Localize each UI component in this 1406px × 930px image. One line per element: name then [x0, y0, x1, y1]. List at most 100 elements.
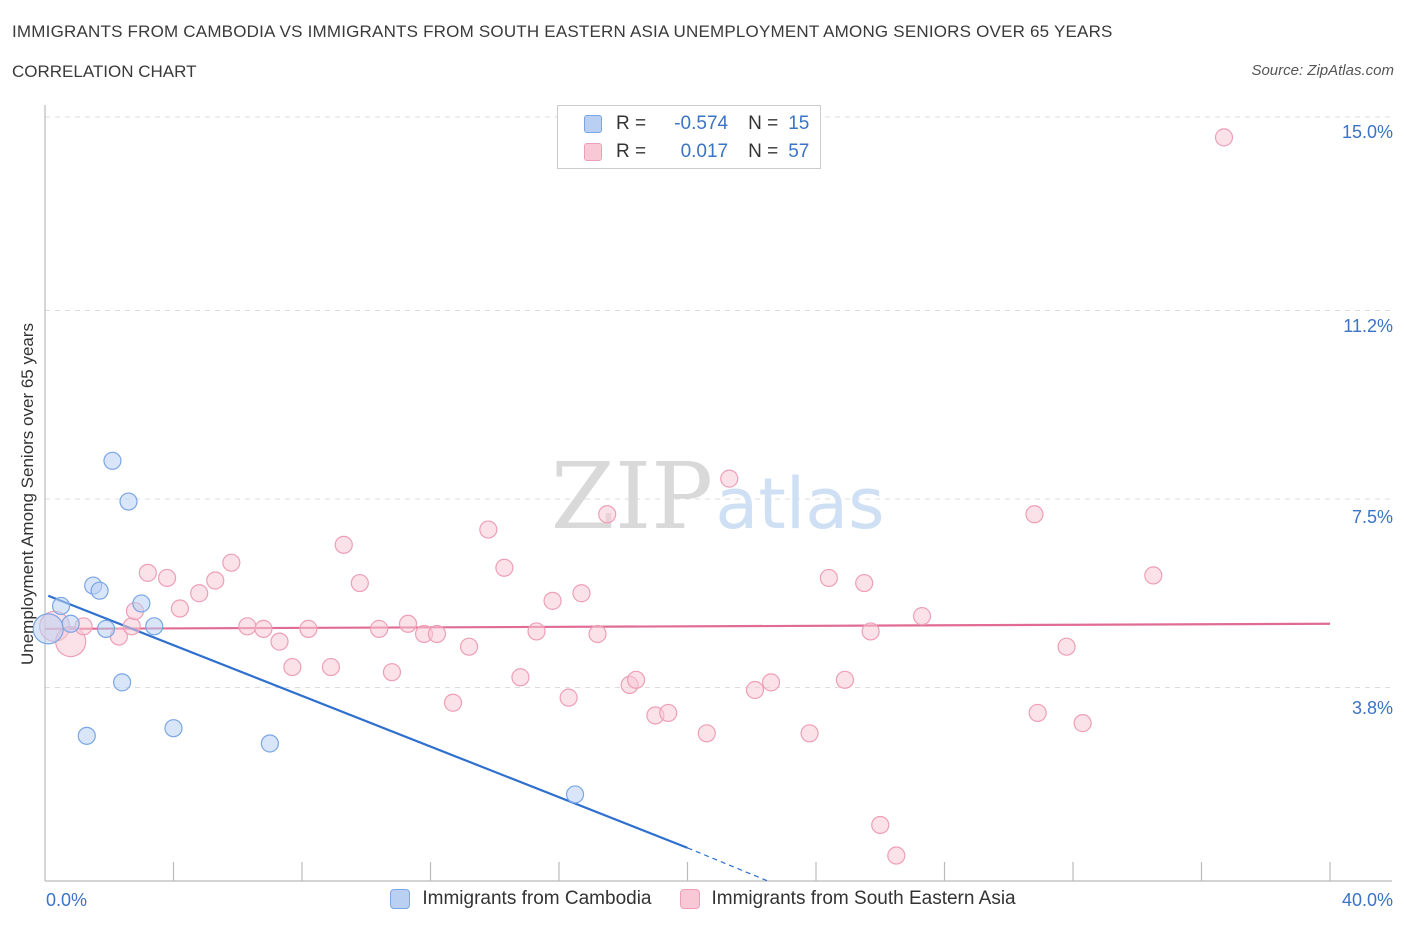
r-label: R = — [616, 113, 647, 134]
data-point-south-eastern-asia — [334, 535, 353, 554]
data-point-south-eastern-asia — [299, 619, 318, 638]
r-value-south-eastern-asia: 0.017 — [680, 141, 729, 162]
legend-swatch-blue — [390, 889, 411, 909]
data-point-south-eastern-asia — [588, 624, 607, 644]
y-tick-label: 15.0% — [1341, 122, 1393, 142]
axes — [44, 105, 1392, 882]
data-point-south-eastern-asia — [887, 846, 906, 865]
legend-row-south-eastern-asia: R = 0.017 N = 57 — [584, 139, 809, 165]
data-point-south-eastern-asia — [761, 673, 781, 692]
n-label: N = — [748, 113, 779, 134]
legend-item-south-eastern-asia[interactable]: Immigrants from South Eastern Asia — [679, 888, 1016, 910]
data-point-south-eastern-asia — [157, 568, 177, 588]
legend-item-cambodia[interactable]: Immigrants from Cambodia — [390, 888, 652, 910]
data-point-south-eastern-asia — [238, 617, 257, 636]
y-tick-label: 3.8% — [1351, 698, 1393, 718]
data-point-south-eastern-asia — [350, 573, 369, 593]
data-point-south-eastern-asia — [1057, 637, 1076, 656]
data-point-south-eastern-asia — [398, 614, 418, 633]
data-point-cambodia — [132, 594, 151, 613]
chart-subtitle: CORRELATION CHART — [12, 62, 197, 81]
data-point-south-eastern-asia — [720, 469, 739, 488]
legend-label-south-eastern-asia: Immigrants from South Eastern Asia — [711, 888, 1016, 909]
trend-line-cambodia — [47, 594, 688, 849]
watermark-zip: ZIP — [551, 443, 713, 550]
data-point-south-eastern-asia — [659, 703, 678, 723]
data-point-cambodia — [77, 726, 96, 745]
r-label: R = — [616, 141, 647, 162]
data-point-south-eastern-asia — [745, 680, 765, 700]
legend-swatch-pink — [584, 143, 602, 161]
data-point-south-eastern-asia — [370, 619, 389, 638]
data-point-south-eastern-asia — [871, 815, 890, 835]
data-point-cambodia — [61, 614, 80, 633]
legend-row-cambodia: R = -0.574 N = 15 — [584, 111, 809, 137]
data-point-south-eastern-asia — [835, 670, 855, 689]
correlation-legend: R = -0.574 N = 15 R = 0.017 N = 57 — [557, 105, 821, 169]
data-point-south-eastern-asia — [1025, 505, 1044, 524]
data-point-south-eastern-asia — [443, 693, 463, 712]
data-point-south-eastern-asia — [527, 622, 546, 641]
data-point-south-eastern-asia — [254, 619, 273, 638]
n-label: N = — [748, 141, 779, 162]
data-point-south-eastern-asia — [543, 591, 562, 610]
data-point-south-eastern-asia — [495, 558, 514, 577]
data-point-south-eastern-asia — [283, 657, 302, 677]
data-point-south-eastern-asia — [912, 607, 932, 626]
data-point-south-eastern-asia — [1028, 703, 1047, 723]
series-cambodia-points — [32, 451, 585, 804]
data-point-south-eastern-asia — [1144, 566, 1163, 585]
data-point-south-eastern-asia — [206, 571, 225, 590]
n-value-cambodia: 15 — [788, 113, 810, 134]
data-point-cambodia — [119, 492, 138, 511]
data-point-south-eastern-asia — [626, 670, 646, 689]
r-value-cambodia: -0.574 — [674, 113, 729, 134]
legend-swatch-blue — [584, 115, 602, 133]
data-point-south-eastern-asia — [270, 632, 289, 651]
series-legend: Immigrants from Cambodia Immigrants from… — [0, 888, 1406, 910]
data-point-south-eastern-asia — [138, 563, 157, 582]
data-point-south-eastern-asia — [1214, 128, 1234, 147]
data-point-south-eastern-asia — [819, 568, 838, 588]
y-axis-label: Unemployment Among Seniors over 65 years — [18, 322, 37, 666]
gridlines — [45, 116, 1392, 688]
data-point-south-eastern-asia — [170, 599, 190, 618]
data-point-south-eastern-asia — [511, 668, 530, 687]
data-point-cambodia — [112, 673, 132, 692]
y-tick-label: 7.5% — [1351, 507, 1393, 527]
chart-title: IMMIGRANTS FROM CAMBODIA VS IMMIGRANTS F… — [12, 22, 1113, 41]
data-point-south-eastern-asia — [190, 584, 209, 603]
x-tick-label-min: 0.0% — [46, 890, 88, 910]
trend-lines — [44, 594, 1331, 882]
data-point-south-eastern-asia — [800, 724, 819, 743]
y-tick-label: 11.2% — [1343, 316, 1393, 336]
data-point-south-eastern-asia — [459, 637, 479, 656]
data-point-south-eastern-asia — [479, 520, 498, 539]
trend-line-cambodia-extension — [687, 847, 769, 882]
data-point-south-eastern-asia — [598, 505, 617, 524]
data-point-south-eastern-asia — [222, 553, 241, 572]
data-point-south-eastern-asia — [427, 624, 447, 644]
data-point-cambodia — [103, 451, 122, 470]
legend-swatch-pink — [679, 889, 700, 909]
trend-line-south-eastern-asia — [44, 622, 1331, 630]
n-value-south-eastern-asia: 57 — [788, 141, 810, 162]
data-point-south-eastern-asia — [861, 622, 880, 641]
data-point-south-eastern-asia — [122, 617, 141, 636]
data-point-cambodia — [51, 596, 71, 616]
data-point-south-eastern-asia — [321, 657, 341, 677]
data-point-south-eastern-asia — [559, 688, 578, 707]
data-point-south-eastern-asia — [697, 724, 716, 743]
data-point-south-eastern-asia — [855, 573, 874, 593]
data-point-cambodia — [145, 617, 164, 636]
data-point-south-eastern-asia — [1073, 714, 1092, 733]
data-point-cambodia — [96, 619, 116, 638]
data-point-cambodia — [90, 581, 109, 600]
data-point-south-eastern-asia — [382, 663, 402, 682]
watermark-atlas: atlas — [715, 463, 884, 545]
data-point-south-eastern-asia — [572, 584, 591, 603]
x-tick-label-max: 40.0% — [1341, 890, 1393, 910]
data-point-cambodia — [260, 734, 279, 753]
legend-label-cambodia: Immigrants from Cambodia — [422, 888, 652, 909]
